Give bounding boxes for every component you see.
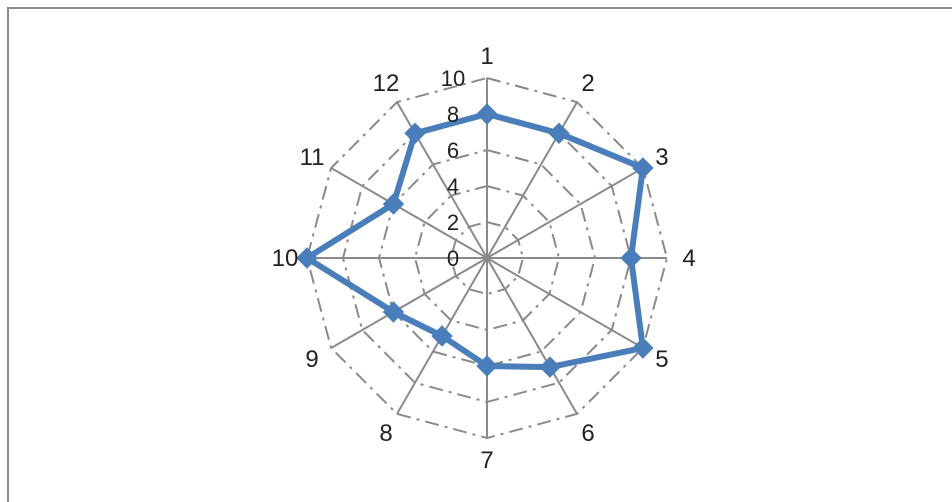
category-label: 12 (373, 70, 400, 97)
radial-tick-label: 8 (447, 102, 459, 127)
category-label: 8 (379, 420, 392, 447)
series-line (304, 111, 646, 371)
data-point-marker (548, 122, 570, 144)
radar-spoke (330, 167, 488, 259)
data-point-marker (476, 355, 498, 377)
category-label: 11 (300, 144, 325, 171)
radial-tick-label: 0 (447, 246, 459, 271)
data-point-marker (296, 247, 318, 269)
category-label: 2 (581, 70, 594, 97)
data-point-marker (382, 193, 405, 215)
radial-tick-labels: 0 2 4 6 8 10 (441, 66, 465, 271)
data-point-marker (632, 337, 654, 359)
data-point-marker (476, 103, 498, 125)
category-label: 4 (682, 245, 695, 272)
radar-spoke (486, 257, 578, 415)
radial-tick-label: 10 (441, 66, 465, 91)
radar-spoke (330, 257, 488, 349)
category-label: 1 (480, 43, 493, 70)
radial-tick-label: 4 (447, 174, 459, 199)
series-layer (296, 103, 654, 378)
data-point-marker (431, 325, 453, 347)
radar-spokes (307, 78, 667, 438)
category-label: 3 (655, 144, 668, 171)
radar-spoke (486, 257, 644, 349)
data-point-marker (382, 301, 405, 323)
data-point-marker (404, 122, 426, 144)
category-label: 5 (655, 346, 668, 373)
category-label: 6 (581, 420, 594, 447)
radial-tick-label: 6 (447, 138, 459, 163)
category-label: 10 (272, 245, 299, 272)
category-label: 9 (305, 346, 318, 373)
radar-spoke (486, 167, 644, 259)
data-point-marker (539, 356, 561, 378)
data-point-marker (620, 247, 642, 269)
category-label: 7 (480, 447, 493, 474)
radial-tick-label: 2 (447, 210, 459, 235)
data-point-marker (632, 157, 654, 179)
